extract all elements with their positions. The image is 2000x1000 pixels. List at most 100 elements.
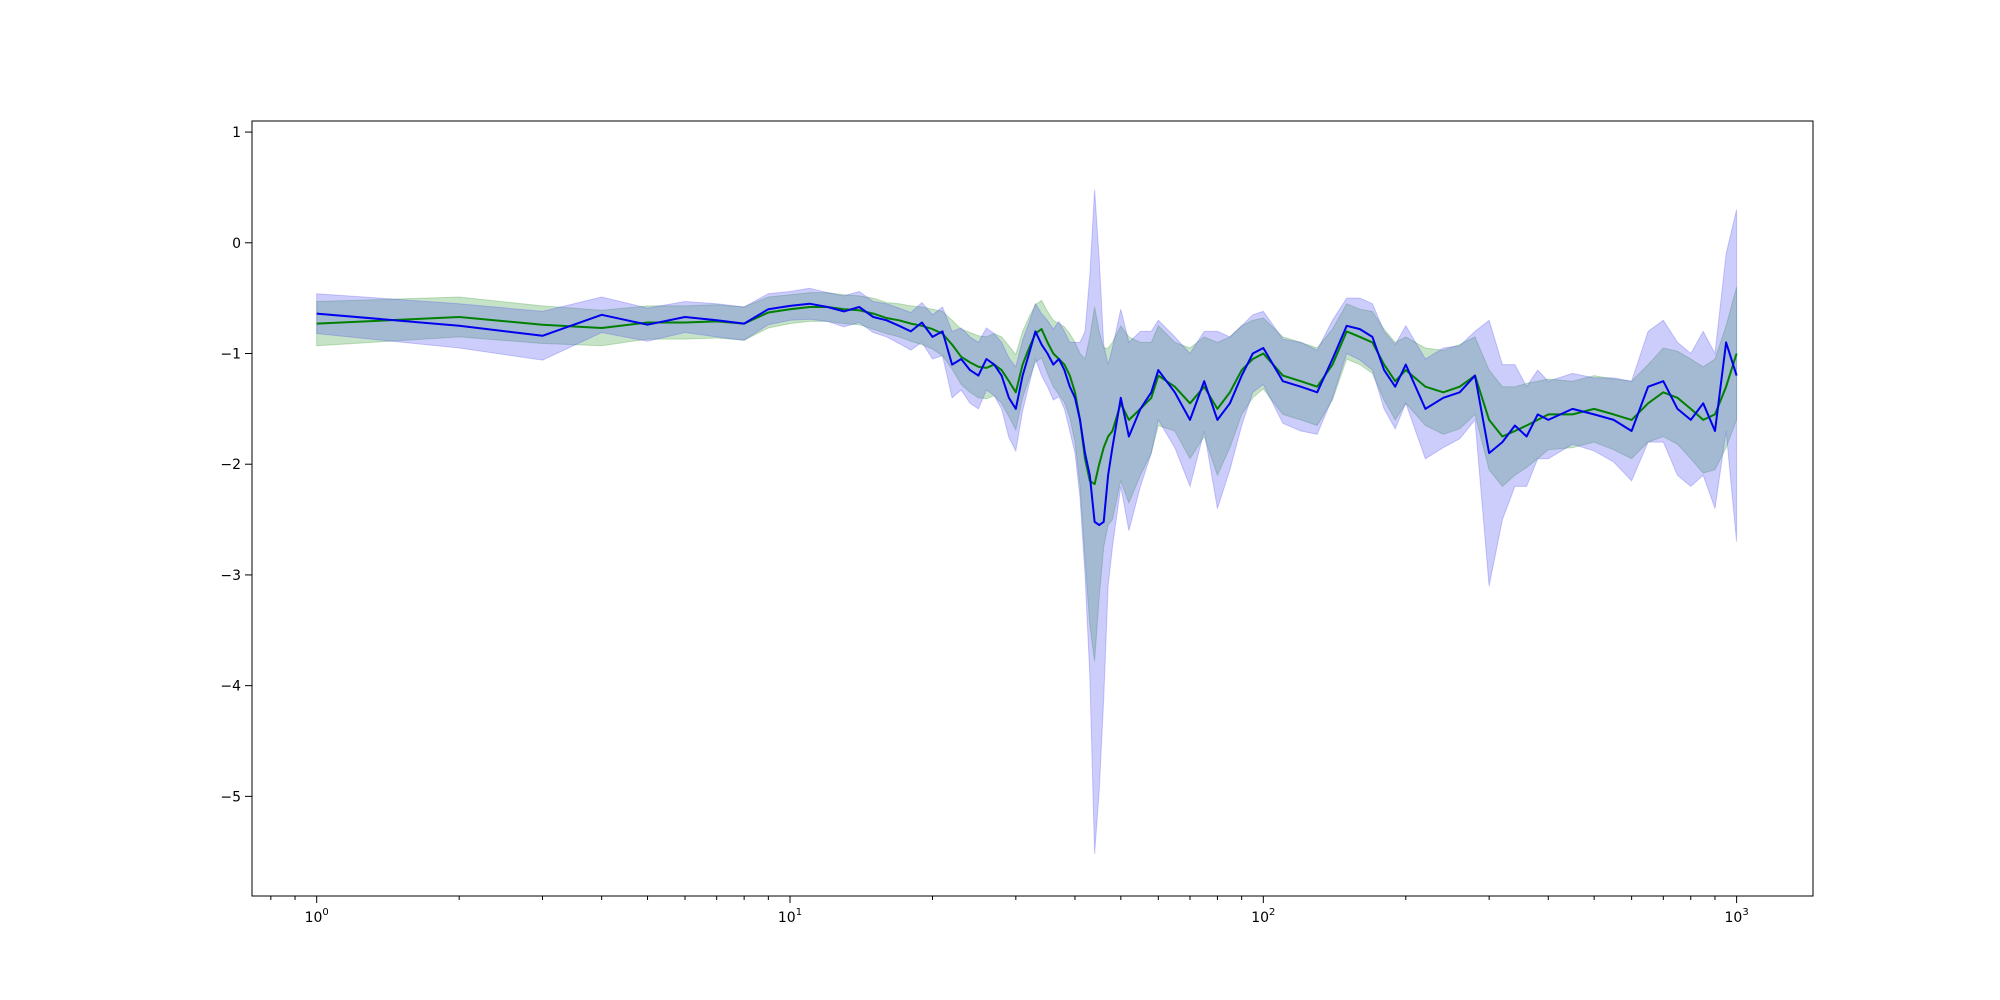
series-1-point xyxy=(1663,392,1665,394)
series-2-point xyxy=(1425,408,1427,410)
series-2-point xyxy=(1690,419,1692,421)
series-2-point xyxy=(1282,380,1284,382)
series-1-point xyxy=(1008,380,1010,382)
series-2-point xyxy=(1008,397,1010,399)
series-2-point xyxy=(1663,380,1665,382)
series-2-point xyxy=(1443,397,1445,399)
series-2-point xyxy=(858,306,860,308)
series-1-point xyxy=(1241,369,1243,371)
series-2-band xyxy=(316,189,1738,854)
series-2-point xyxy=(1074,397,1076,399)
series-1-point xyxy=(1572,414,1574,416)
series-1-point xyxy=(1252,358,1254,360)
series-1-point xyxy=(1053,353,1055,355)
series-2-point xyxy=(1103,521,1105,523)
series-1-point xyxy=(809,306,811,308)
series-2-point xyxy=(827,306,829,308)
series-2-point xyxy=(1022,375,1024,377)
series-2-point xyxy=(932,336,934,338)
series-1-point xyxy=(789,308,791,310)
series-1-point xyxy=(886,317,888,319)
series-2-point xyxy=(960,358,962,360)
series-lines xyxy=(316,302,1738,527)
series-1-point xyxy=(1203,386,1205,388)
series-1-point xyxy=(1094,483,1096,485)
series-1-point xyxy=(1098,463,1100,465)
series-1-point xyxy=(1714,414,1716,416)
series-2-point xyxy=(1094,521,1096,523)
series-2-point xyxy=(843,311,845,313)
series-1-point xyxy=(1112,430,1114,432)
series-1-point xyxy=(960,356,962,358)
series-1-point xyxy=(1537,419,1539,421)
series-2-point xyxy=(1035,331,1037,333)
series-2-point xyxy=(1714,430,1716,432)
series-1-point xyxy=(1502,436,1504,438)
series-1-point xyxy=(1526,425,1528,427)
series-1-point xyxy=(1346,331,1348,333)
plot-frame xyxy=(251,120,1814,897)
series-1-point xyxy=(1074,392,1076,394)
series-2-point xyxy=(1488,452,1490,454)
series-2-point xyxy=(986,358,988,360)
series-1-point xyxy=(647,322,649,324)
y-tick-label: −1 xyxy=(220,347,241,363)
series-1-point xyxy=(986,367,988,369)
series-2-point xyxy=(1631,430,1633,432)
series-1-point xyxy=(316,323,318,325)
series-1-point xyxy=(1064,364,1066,366)
y-tick-label: 1 xyxy=(232,125,241,141)
series-2-point xyxy=(1725,342,1727,344)
series-1-point xyxy=(768,312,770,314)
x-tick-label: 101 xyxy=(778,907,802,926)
series-2-point xyxy=(1064,369,1066,371)
series-2-point xyxy=(1677,408,1679,410)
series-2-point xyxy=(951,364,953,366)
series-2-point xyxy=(1189,419,1191,421)
series-1-point xyxy=(458,316,460,318)
series-1-point xyxy=(910,323,912,325)
series-1-point xyxy=(1383,364,1385,366)
series-2-point xyxy=(647,324,649,326)
series-1-point xyxy=(932,328,934,330)
series-2-point xyxy=(1593,414,1595,416)
series-1-point xyxy=(843,308,845,310)
series-2-point xyxy=(1158,369,1160,371)
series-1-point xyxy=(1229,392,1231,394)
series-2-point xyxy=(789,305,791,307)
series-1-point xyxy=(1107,436,1109,438)
x-tick-label: 102 xyxy=(1251,907,1275,926)
series-2-point xyxy=(1263,347,1265,349)
series-1-point xyxy=(1394,380,1396,382)
confidence-bands xyxy=(316,189,1738,854)
y-tick-label: 0 xyxy=(232,236,241,252)
series-1-point xyxy=(1736,353,1738,355)
y-tick-label: −2 xyxy=(220,457,241,473)
series-2-point xyxy=(1300,386,1302,388)
series-1-point xyxy=(1069,375,1071,377)
series-1-point xyxy=(873,313,875,315)
y-tick-label: −4 xyxy=(220,679,241,695)
series-1-point xyxy=(1725,386,1727,388)
series-2-point xyxy=(716,320,718,322)
series-1-point xyxy=(1041,328,1043,330)
series-1-point xyxy=(1174,386,1176,388)
series-1-point xyxy=(1405,369,1407,371)
series-1-band xyxy=(316,286,1738,662)
series-1-point xyxy=(1372,342,1374,344)
series-2-point xyxy=(1217,419,1219,421)
series-1-point xyxy=(1316,386,1318,388)
series-2-point xyxy=(1647,386,1649,388)
series-2-point xyxy=(1120,397,1122,399)
series-1-point xyxy=(1022,364,1024,366)
series-1-point xyxy=(542,324,544,326)
series-2-point xyxy=(743,323,745,325)
series-2-point xyxy=(1502,441,1504,443)
series-1-point xyxy=(1613,414,1615,416)
series-2-point xyxy=(684,316,686,318)
series-2-point xyxy=(1394,386,1396,388)
series-2-point xyxy=(1526,436,1528,438)
series-2-point xyxy=(1702,403,1704,405)
series-2-point xyxy=(1174,392,1176,394)
series-2-point xyxy=(601,314,603,316)
